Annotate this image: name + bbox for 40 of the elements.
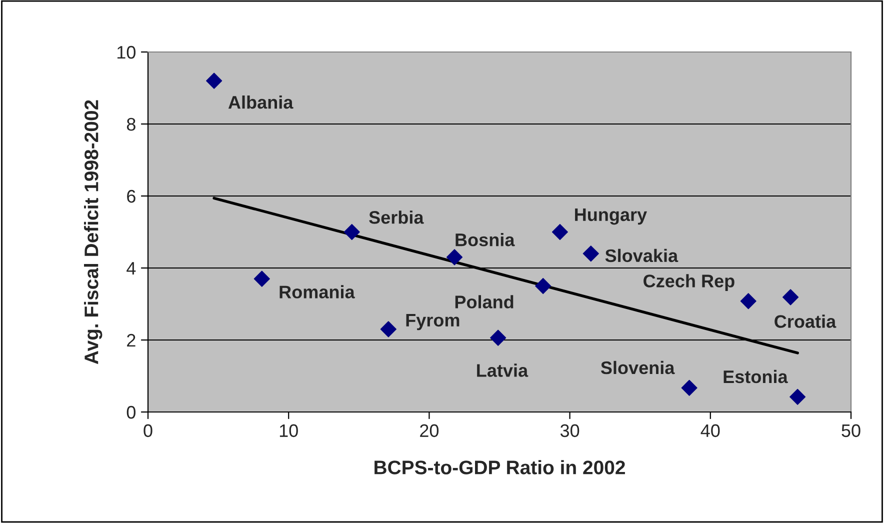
annotation: Slovenia bbox=[600, 360, 675, 374]
point bbox=[344, 224, 360, 240]
annotation: Hungary bbox=[575, 208, 647, 225]
x-axis-title: BCPS-to-GDP Ratio in 2002 bbox=[374, 460, 625, 474]
x-tick-label: 50 bbox=[842, 424, 860, 438]
annotation: Latvia bbox=[477, 364, 528, 377]
point bbox=[790, 388, 806, 405]
annotation: Czech Rep bbox=[644, 274, 734, 291]
annotation: Slovakia bbox=[605, 248, 678, 262]
y-tick-label: 10 bbox=[117, 46, 136, 59]
annotation: Estonia bbox=[724, 370, 788, 384]
point bbox=[582, 246, 599, 262]
annotation: Bosnia bbox=[456, 233, 515, 246]
y-tick-label: 0 bbox=[126, 406, 136, 419]
y-axis-title: Avg. Fiscal Deficit 1998-2002 bbox=[84, 100, 102, 364]
annotation: Croatia bbox=[774, 314, 836, 328]
y-tick-label: 6 bbox=[127, 190, 136, 203]
point bbox=[206, 72, 222, 89]
y-tick-label: 4 bbox=[126, 262, 136, 275]
point bbox=[681, 380, 698, 396]
annotation: Romania bbox=[280, 285, 355, 298]
x-tick-label: 20 bbox=[420, 424, 439, 438]
x-tick-label: 10 bbox=[280, 424, 298, 438]
point bbox=[782, 289, 799, 306]
annotation: Fyrom bbox=[406, 314, 460, 330]
x-tick-label: 30 bbox=[560, 424, 580, 438]
x-tick-label: 0 bbox=[144, 424, 152, 438]
point bbox=[490, 330, 506, 346]
point bbox=[380, 321, 396, 338]
point bbox=[740, 293, 756, 310]
y-tick-label: 8 bbox=[126, 118, 136, 131]
y-tick-label: 2 bbox=[127, 334, 136, 347]
annotation: Serbia bbox=[369, 210, 424, 224]
annotation: Albania bbox=[228, 95, 294, 109]
annotation: Poland bbox=[455, 295, 514, 308]
point bbox=[535, 278, 552, 294]
point bbox=[254, 270, 270, 287]
point bbox=[552, 224, 568, 240]
point bbox=[446, 249, 463, 266]
x-tick-label: 40 bbox=[700, 424, 720, 438]
